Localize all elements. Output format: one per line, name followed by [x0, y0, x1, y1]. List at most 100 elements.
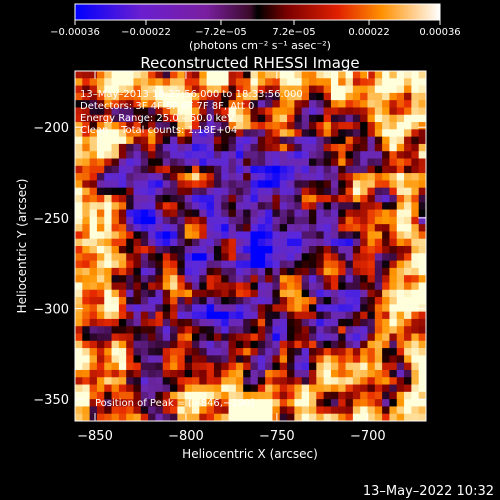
heatmap-cell: [389, 348, 398, 356]
heatmap-cell: [323, 136, 332, 145]
heatmap-cell: [82, 267, 91, 276]
heatmap-cell: [177, 173, 186, 181]
heatmap-cell: [199, 122, 208, 130]
heatmap-cell: [133, 406, 142, 415]
heatmap-cell: [206, 85, 215, 94]
heatmap-cell: [367, 369, 376, 378]
heatmap-cell: [352, 369, 361, 378]
heatmap-cell: [184, 297, 193, 305]
heatmap-cell: [243, 340, 251, 349]
heatmap-cell: [235, 413, 244, 421]
heatmap-cell: [243, 158, 251, 167]
heatmap-cell: [330, 224, 339, 232]
heatmap-cell: [82, 413, 91, 421]
heatmap-cell: [382, 158, 390, 167]
heatmap-cell: [111, 151, 120, 159]
heatmap-cell: [316, 92, 325, 101]
heatmap-cell: [199, 209, 208, 218]
heatmap-cell: [111, 122, 120, 130]
heatmap-cell: [162, 165, 171, 174]
heatmap-cell: [177, 340, 186, 349]
heatmap-cell: [338, 311, 346, 320]
heatmap-cell: [418, 122, 426, 130]
heatmap-cell: [184, 122, 193, 130]
heatmap-cell: [272, 362, 281, 371]
heatmap-cell: [279, 92, 288, 101]
heatmap-cell: [411, 384, 420, 393]
heatmap-cell: [140, 92, 149, 101]
heatmap-cell: [75, 297, 83, 305]
heatmap-cell: [367, 180, 376, 189]
heatmap-cell: [243, 238, 251, 247]
heatmap-cell: [279, 391, 288, 400]
heatmap-cell: [170, 318, 178, 327]
heatmap-cell: [199, 399, 208, 407]
heatmap-cell: [184, 333, 193, 342]
heatmap-cell: [316, 71, 325, 79]
heatmap-cell: [389, 297, 398, 305]
heatmap-cell: [184, 202, 193, 210]
heatmap-cell: [243, 107, 251, 116]
heatmap-cell: [199, 194, 208, 203]
heatmap-cell: [330, 129, 339, 138]
heatmap-cell: [184, 289, 193, 298]
heatmap-cell: [243, 406, 251, 415]
heatmap-cell: [257, 231, 266, 240]
colorbar-ticks: −0.00036 −0.00022 −7.2e−05 7.2e−05 0.00022 0.…: [50, 20, 461, 38]
heatmap-cell: [301, 311, 310, 320]
heatmap-cell: [330, 78, 339, 86]
heatmap-cell: [184, 384, 193, 393]
heatmap-cell: [235, 267, 244, 276]
heatmap-cell: [140, 231, 149, 240]
heatmap-cell: [404, 71, 412, 79]
heatmap-cell: [155, 100, 164, 108]
heatmap-cell: [272, 231, 281, 240]
heatmap-cell: [221, 114, 229, 123]
heatmap-cell: [396, 158, 405, 167]
heatmap-cell: [279, 165, 288, 174]
heatmap-cell: [323, 173, 332, 181]
heatmap-cell: [82, 362, 91, 371]
heatmap-cell: [111, 136, 120, 145]
heatmap-cell: [265, 136, 273, 145]
heatmap-cell: [374, 326, 383, 334]
heatmap-cell: [82, 165, 91, 174]
heatmap-cell: [177, 289, 186, 298]
heatmap-cell: [294, 399, 303, 407]
heatmap-cell: [330, 260, 339, 269]
heatmap-cell: [301, 340, 310, 349]
heatmap-cell: [389, 180, 398, 189]
heatmap-cell: [294, 143, 303, 152]
heatmap-cell: [89, 275, 98, 283]
heatmap-cell: [404, 209, 412, 218]
heatmap-cell: [192, 100, 200, 108]
heatmap-cell: [170, 391, 178, 400]
heatmap-cell: [192, 260, 200, 269]
heatmap-cell: [235, 158, 244, 167]
heatmap-cell: [118, 71, 127, 79]
heatmap-cell: [257, 260, 266, 269]
heatmap-cell: [170, 333, 178, 342]
heatmap-cell: [213, 348, 222, 356]
heatmap-cell: [213, 85, 222, 94]
heatmap-cell: [235, 297, 244, 305]
heatmap-cell: [235, 180, 244, 189]
heatmap-cell: [111, 311, 120, 320]
heatmap-cell: [367, 202, 376, 210]
heatmap-cell: [82, 311, 91, 320]
heatmap-cell: [104, 78, 112, 86]
heatmap-cell: [272, 289, 281, 298]
heatmap-cell: [294, 289, 303, 298]
heatmap-cell: [213, 275, 222, 283]
heatmap-cell: [345, 369, 354, 378]
heatmap-cell: [382, 391, 390, 400]
heatmap-cell: [374, 216, 383, 225]
heatmap-cell: [367, 289, 376, 298]
heatmap-cell: [404, 348, 412, 356]
heatmap-cell: [235, 238, 244, 247]
heatmap-cell: [323, 151, 332, 159]
heatmap-cell: [323, 100, 332, 108]
heatmap-cell: [287, 399, 295, 407]
heatmap-cell: [75, 180, 83, 189]
heatmap-cell: [192, 406, 200, 415]
